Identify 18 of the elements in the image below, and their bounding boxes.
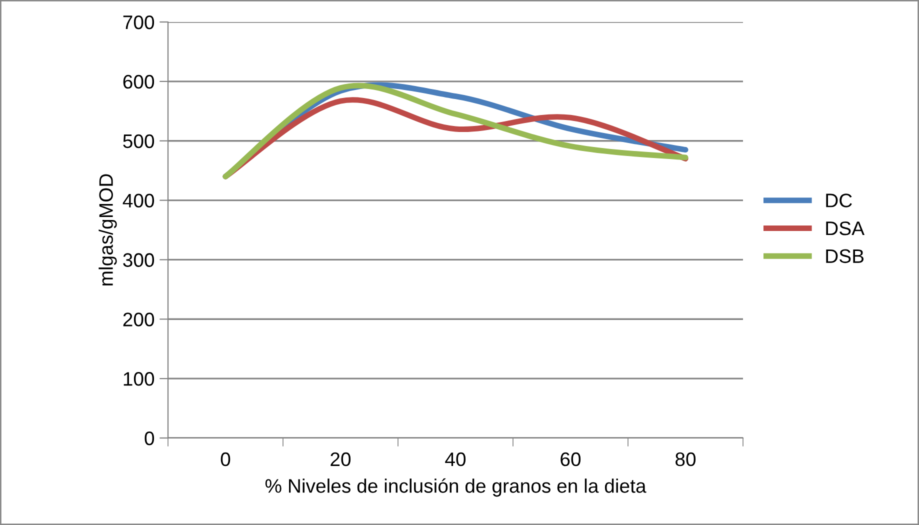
y-tick-label: 400 [122,194,154,208]
y-tick-label: 100 [124,372,154,386]
x-tick-label: 60 [560,452,581,466]
y-tick-label: 500 [123,134,154,148]
y-tick-label: 200 [123,312,154,326]
y-tick-label: 300 [123,253,154,267]
x-tick-label: 40 [445,452,466,466]
y-tick-label: 0 [144,431,154,446]
x-tick-label: 80 [676,452,696,466]
x-axis-title: % Niveles de inclusión de granos en la dieta [265,478,646,497]
y-tick-label: 600 [123,74,154,89]
legend-label: DSA [826,221,865,236]
legend-label: DC [826,194,852,208]
legend-label: DSB [826,249,864,264]
x-tick-label: 0 [220,452,230,466]
x-tick-label: 20 [330,452,351,466]
y-axis-title: mlgas/gMOD [98,174,117,286]
y-tick-label: 700 [123,15,154,30]
